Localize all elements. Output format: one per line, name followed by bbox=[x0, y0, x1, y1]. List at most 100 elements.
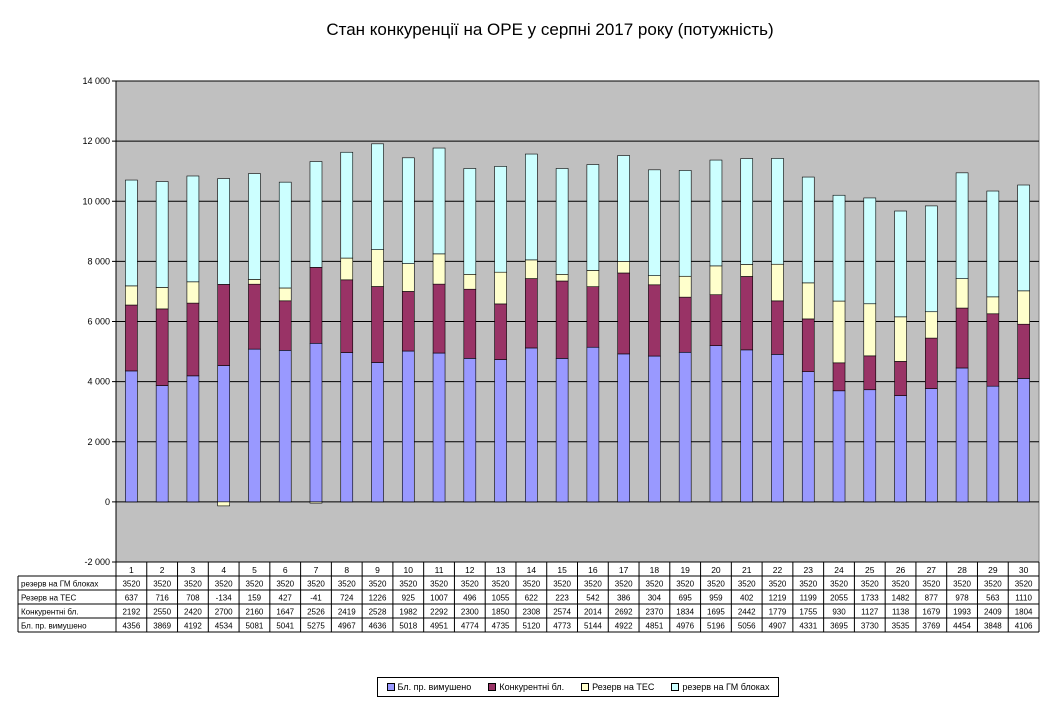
table-cell: 4331 bbox=[799, 622, 817, 631]
table-cell: 2370 bbox=[646, 608, 664, 617]
bar-segment bbox=[463, 274, 477, 290]
table-cell: 877 bbox=[925, 594, 939, 603]
bar-segment bbox=[709, 265, 723, 296]
table-cell: 4976 bbox=[676, 622, 694, 631]
x-tick-label: 19 bbox=[680, 565, 690, 575]
bar-segment bbox=[125, 370, 138, 503]
x-tick-label: 16 bbox=[588, 565, 598, 575]
table-cell: 223 bbox=[555, 594, 569, 603]
table-cell: 2420 bbox=[184, 608, 202, 617]
table-cell: 1804 bbox=[1015, 608, 1033, 617]
table-cell: 2419 bbox=[338, 608, 356, 617]
bar-segment bbox=[801, 176, 815, 284]
bar-segment bbox=[709, 294, 723, 346]
bar-segment bbox=[494, 271, 507, 305]
table-cell: 3520 bbox=[122, 580, 140, 589]
table-cell: 2574 bbox=[553, 608, 571, 617]
bar-segment bbox=[125, 304, 138, 372]
table-cell: 3520 bbox=[399, 580, 417, 589]
table-cell: 4907 bbox=[769, 622, 787, 631]
bar-segment bbox=[432, 352, 446, 503]
bar-segment bbox=[125, 285, 138, 306]
table-cell: 3848 bbox=[984, 622, 1002, 631]
table-row-label: Бл. пр. вимушено bbox=[21, 622, 87, 631]
table-cell: 622 bbox=[525, 594, 539, 603]
table-cell: 4735 bbox=[492, 622, 510, 631]
bar-segment bbox=[309, 161, 323, 268]
y-tick-label: 4 000 bbox=[87, 377, 110, 387]
table-cell: 2526 bbox=[307, 608, 325, 617]
table-cell: 3520 bbox=[461, 580, 479, 589]
bar-segment bbox=[432, 147, 446, 255]
bar-segment bbox=[217, 365, 230, 503]
bar-segment bbox=[494, 303, 507, 360]
x-tick-label: 7 bbox=[314, 565, 319, 575]
bar-segment bbox=[186, 302, 200, 377]
table-cell: 1695 bbox=[707, 608, 725, 617]
table-cell: 4192 bbox=[184, 622, 202, 631]
table-cell: 1993 bbox=[953, 608, 971, 617]
table-cell: 925 bbox=[402, 594, 416, 603]
x-tick-label: 5 bbox=[252, 565, 257, 575]
bar-segment bbox=[371, 286, 384, 363]
bar-segment bbox=[955, 278, 969, 309]
x-tick-label: 22 bbox=[773, 565, 783, 575]
table-cell: 5041 bbox=[276, 622, 294, 631]
table-cell: 637 bbox=[125, 594, 139, 603]
table-cell: 1834 bbox=[676, 608, 694, 617]
bar-segment bbox=[771, 263, 784, 302]
table-cell: 716 bbox=[155, 594, 169, 603]
table-cell: 1138 bbox=[892, 608, 910, 617]
x-tick-label: 13 bbox=[496, 565, 506, 575]
bar-segment bbox=[617, 155, 630, 262]
x-tick-label: 15 bbox=[557, 565, 567, 575]
x-tick-label: 25 bbox=[865, 565, 875, 575]
table-cell: 3535 bbox=[892, 622, 910, 631]
legend-item: Конкурентні бл. bbox=[488, 682, 564, 692]
table-cell: 3520 bbox=[676, 580, 694, 589]
table-cell: 3520 bbox=[984, 580, 1002, 589]
bar-segment bbox=[925, 337, 938, 389]
table-cell: 1219 bbox=[769, 594, 787, 603]
bar-segment bbox=[494, 359, 507, 503]
x-tick-label: 18 bbox=[650, 565, 660, 575]
x-tick-label: 6 bbox=[283, 565, 288, 575]
table-cell: 1482 bbox=[892, 594, 910, 603]
bar-segment bbox=[648, 275, 661, 286]
bar-segment bbox=[617, 261, 630, 274]
bar-segment bbox=[863, 389, 877, 503]
bar-segment bbox=[494, 166, 507, 273]
table-cell: 427 bbox=[279, 594, 293, 603]
bar-segment bbox=[925, 205, 938, 313]
bar-segment bbox=[801, 371, 815, 503]
table-cell: 1647 bbox=[276, 608, 294, 617]
table-cell: 2550 bbox=[153, 608, 171, 617]
bar-segment bbox=[371, 143, 384, 250]
bar-segment bbox=[525, 347, 538, 503]
bar-segment bbox=[309, 501, 323, 504]
bar-segment bbox=[986, 313, 1000, 387]
bar-segment bbox=[340, 352, 354, 503]
table-cell: -41 bbox=[310, 594, 322, 603]
bar-segment bbox=[648, 169, 661, 276]
bar-segment bbox=[678, 275, 692, 298]
bar-segment bbox=[986, 296, 1000, 315]
x-tick-label: 23 bbox=[804, 565, 814, 575]
table-cell: 3520 bbox=[707, 580, 725, 589]
table-cell: 3520 bbox=[492, 580, 510, 589]
table-cell: 4851 bbox=[646, 622, 664, 631]
x-tick-label: 24 bbox=[834, 565, 844, 575]
bar-segment bbox=[771, 300, 784, 355]
table-cell: 3520 bbox=[922, 580, 940, 589]
bar-segment bbox=[217, 284, 230, 366]
table-row-label: резерв на ГМ блоках bbox=[21, 580, 98, 589]
table-cell: 3520 bbox=[892, 580, 910, 589]
bar-segment bbox=[278, 300, 292, 351]
bar-segment bbox=[955, 307, 969, 369]
table-cell: 563 bbox=[986, 594, 1000, 603]
table-cell: 3520 bbox=[369, 580, 387, 589]
table-cell: 3520 bbox=[584, 580, 602, 589]
bar-segment bbox=[186, 375, 200, 503]
table-cell: 2055 bbox=[830, 594, 848, 603]
legend-swatch bbox=[581, 683, 590, 691]
